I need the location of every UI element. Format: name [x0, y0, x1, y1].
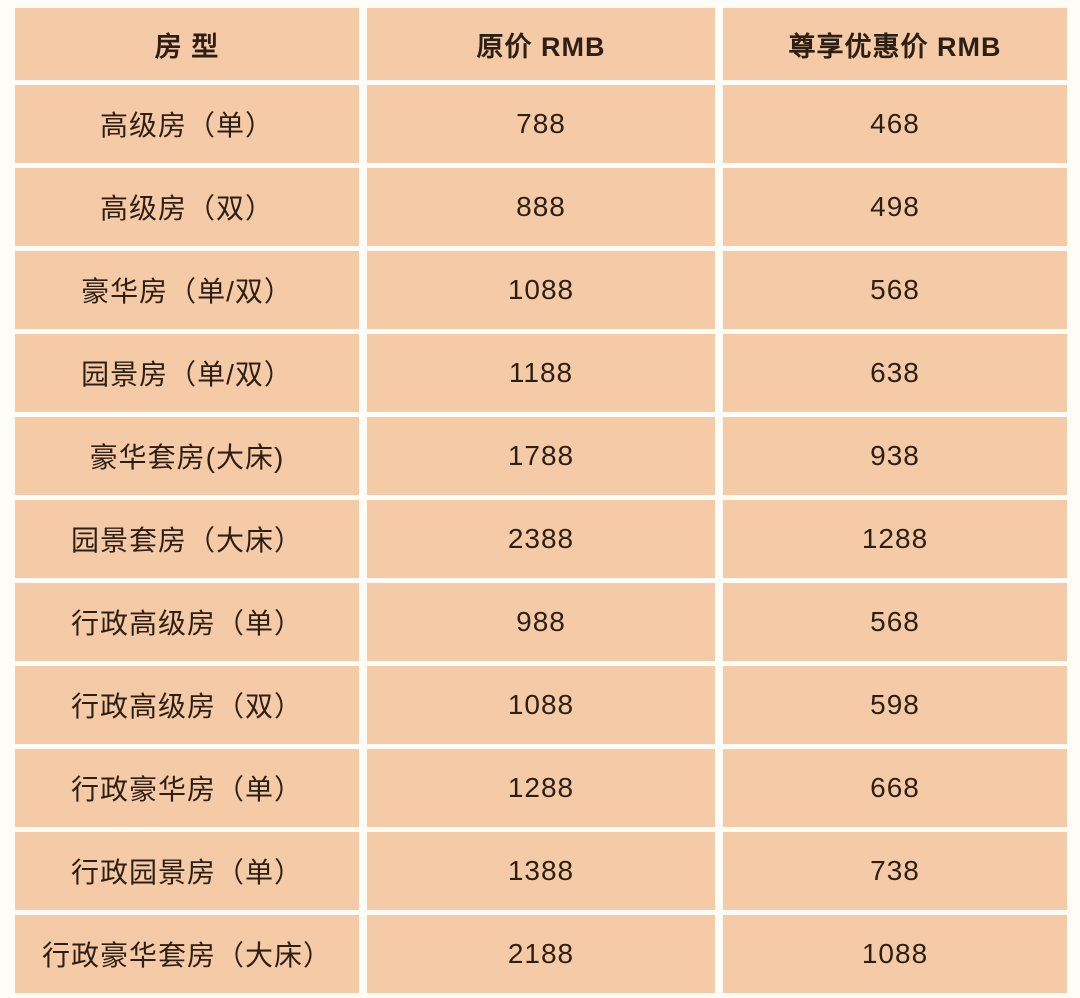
discount-price-cell: 598 [723, 666, 1067, 744]
original-price-cell: 2388 [366, 500, 716, 578]
discount-price-cell: 938 [723, 417, 1067, 495]
table-row: 园景套房（大床） 2388 1288 [15, 500, 1067, 578]
original-price-cell: 1388 [366, 832, 716, 910]
column-header-room-type: 房 型 [15, 8, 359, 80]
room-type-cell: 行政高级房（单） [15, 583, 359, 661]
discount-price-cell: 638 [723, 334, 1067, 412]
room-type-cell: 高级房（单） [15, 85, 359, 163]
table-row: 行政豪华套房（大床） 2188 1088 [15, 915, 1067, 993]
table-row: 行政高级房（双） 1088 598 [15, 666, 1067, 744]
column-header-original-price: 原价 RMB [366, 8, 716, 80]
original-price-cell: 1788 [366, 417, 716, 495]
discount-price-cell: 738 [723, 832, 1067, 910]
table-row: 高级房（单） 788 468 [15, 85, 1067, 163]
original-price-cell: 2188 [366, 915, 716, 993]
header-row: 房 型 原价 RMB 尊享优惠价 RMB [15, 8, 1067, 80]
discount-price-cell: 1288 [723, 500, 1067, 578]
discount-price-cell: 668 [723, 749, 1067, 827]
room-type-cell: 园景套房（大床） [15, 500, 359, 578]
table-row: 行政豪华房（单） 1288 668 [15, 749, 1067, 827]
table-row: 豪华房（单/双） 1088 568 [15, 251, 1067, 329]
original-price-cell: 1088 [366, 251, 716, 329]
room-type-cell: 行政豪华套房（大床） [15, 915, 359, 993]
original-price-cell: 1288 [366, 749, 716, 827]
room-type-cell: 行政豪华房（单） [15, 749, 359, 827]
table-row: 行政高级房（单） 988 568 [15, 583, 1067, 661]
room-type-cell: 园景房（单/双） [15, 334, 359, 412]
room-type-cell: 高级房（双） [15, 168, 359, 246]
table-row: 园景房（单/双） 1188 638 [15, 334, 1067, 412]
table-row: 行政园景房（单） 1388 738 [15, 832, 1067, 910]
original-price-cell: 888 [366, 168, 716, 246]
room-type-cell: 行政高级房（双） [15, 666, 359, 744]
discount-price-cell: 468 [723, 85, 1067, 163]
column-header-discount-price: 尊享优惠价 RMB [723, 8, 1067, 80]
discount-price-cell: 1088 [723, 915, 1067, 993]
original-price-cell: 988 [366, 583, 716, 661]
original-price-cell: 1188 [366, 334, 716, 412]
price-table: 房 型 原价 RMB 尊享优惠价 RMB 高级房（单） 788 468 高级房（双） 8… [7, 3, 1075, 998]
room-type-cell: 豪华套房(大床) [15, 417, 359, 495]
room-type-cell: 行政园景房（单） [15, 832, 359, 910]
table-body: 高级房（单） 788 468 高级房（双） 888 498 豪华房（单/双） 1088 568 园… [15, 85, 1067, 993]
discount-price-cell: 568 [723, 251, 1067, 329]
table-row: 豪华套房(大床) 1788 938 [15, 417, 1067, 495]
discount-price-cell: 498 [723, 168, 1067, 246]
table-row: 高级房（双） 888 498 [15, 168, 1067, 246]
discount-price-cell: 568 [723, 583, 1067, 661]
original-price-cell: 1088 [366, 666, 716, 744]
original-price-cell: 788 [366, 85, 716, 163]
room-type-cell: 豪华房（单/双） [15, 251, 359, 329]
